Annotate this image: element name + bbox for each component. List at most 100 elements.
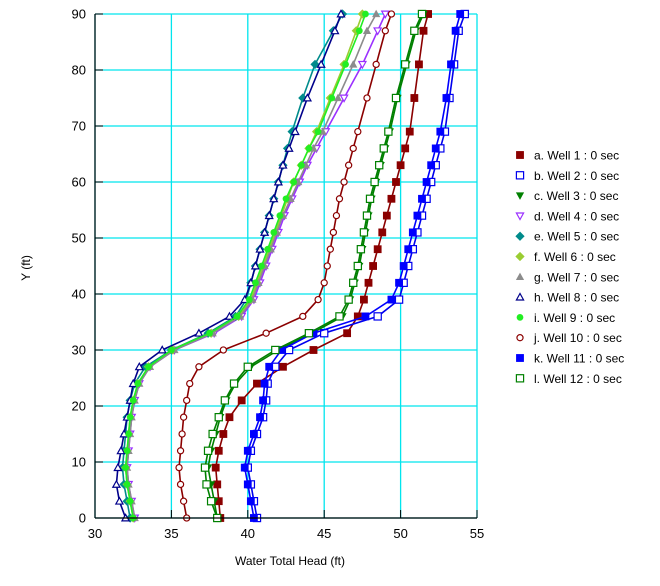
data-point bbox=[447, 60, 455, 69]
legend-label: c. Well 3 : 0 sec bbox=[534, 189, 618, 203]
data-point bbox=[399, 262, 408, 270]
legend-label: i. Well 9 : 0 sec bbox=[534, 311, 615, 325]
series-3 bbox=[203, 10, 428, 523]
data-point bbox=[224, 311, 235, 320]
data-point bbox=[309, 346, 318, 354]
legend-marker bbox=[515, 212, 525, 221]
legend-marker bbox=[516, 334, 524, 342]
data-point bbox=[219, 346, 228, 354]
data-point bbox=[259, 227, 270, 236]
legend-label: j. Well 10 : 0 sec bbox=[533, 331, 622, 345]
data-point bbox=[373, 27, 383, 36]
data-point bbox=[349, 144, 357, 153]
legend-item: g. Well 7 : 0 sec bbox=[515, 270, 619, 284]
data-point bbox=[114, 496, 125, 505]
data-point bbox=[365, 194, 375, 203]
data-point bbox=[370, 177, 379, 187]
data-point bbox=[145, 363, 152, 371]
data-point bbox=[359, 228, 369, 237]
chart-series bbox=[111, 9, 469, 523]
data-point bbox=[126, 497, 134, 505]
data-point bbox=[178, 430, 186, 438]
data-point bbox=[357, 60, 368, 70]
data-point bbox=[220, 396, 230, 405]
data-point bbox=[290, 126, 300, 136]
x-tick-label: 35 bbox=[164, 526, 178, 541]
data-point bbox=[384, 127, 393, 136]
data-point bbox=[175, 463, 183, 472]
data-point bbox=[202, 480, 211, 489]
series-line bbox=[243, 13, 461, 519]
series-line bbox=[247, 13, 466, 519]
data-point bbox=[176, 480, 185, 489]
data-point bbox=[349, 60, 358, 68]
legend-marker bbox=[515, 272, 525, 280]
data-point bbox=[250, 430, 258, 438]
data-point bbox=[340, 178, 348, 186]
data-point bbox=[284, 143, 294, 152]
series-1 bbox=[211, 10, 433, 522]
data-point bbox=[372, 60, 380, 69]
data-point bbox=[116, 445, 126, 455]
legend-marker bbox=[516, 354, 524, 362]
data-point bbox=[451, 26, 460, 35]
x-tick-label: 55 bbox=[470, 526, 484, 541]
legend-marker bbox=[516, 314, 524, 321]
legend-label: l. Well 12 : 0 sec bbox=[534, 372, 622, 386]
data-point bbox=[255, 244, 265, 253]
data-point bbox=[214, 413, 223, 422]
x-tick-label: 45 bbox=[317, 526, 331, 541]
y-tick-label: 30 bbox=[72, 343, 86, 358]
data-point bbox=[264, 245, 272, 253]
y-tick-label: 70 bbox=[72, 119, 86, 134]
data-point bbox=[329, 228, 338, 237]
data-point bbox=[339, 94, 349, 103]
chart-legend: a. Well 1 : 0 sec b. Well 2 : 0 sec c. Wel… bbox=[515, 149, 624, 386]
data-point bbox=[176, 447, 185, 455]
x-tick-label: 30 bbox=[88, 526, 102, 541]
legend-marker bbox=[515, 292, 525, 301]
data-point bbox=[333, 93, 343, 102]
y-tick-label: 60 bbox=[72, 175, 86, 190]
data-point bbox=[396, 161, 405, 170]
y-tick-label: 50 bbox=[72, 231, 86, 246]
data-point bbox=[195, 363, 203, 371]
legend-item: j. Well 10 : 0 sec bbox=[516, 331, 622, 345]
data-point bbox=[380, 10, 390, 19]
data-point bbox=[233, 313, 241, 320]
data-point bbox=[373, 245, 382, 254]
data-point bbox=[282, 195, 290, 203]
data-point bbox=[335, 195, 344, 203]
data-point bbox=[243, 446, 252, 455]
data-point bbox=[276, 212, 284, 219]
data-point bbox=[271, 345, 280, 355]
data-point bbox=[122, 464, 129, 471]
legend-item: a. Well 1 : 0 sec bbox=[516, 149, 619, 163]
legend-item: d. Well 4 : 0 sec bbox=[515, 209, 619, 223]
legend-item: e. Well 5 : 0 sec bbox=[515, 230, 619, 244]
series-line bbox=[121, 13, 344, 519]
data-point bbox=[111, 479, 122, 488]
series-8 bbox=[111, 9, 346, 522]
data-point bbox=[270, 229, 278, 236]
legend-item: k. Well 11 : 0 sec bbox=[516, 352, 624, 366]
data-point bbox=[381, 27, 389, 35]
legend-item: l. Well 12 : 0 sec bbox=[515, 372, 622, 386]
data-point bbox=[392, 178, 400, 186]
y-tick-label: 20 bbox=[72, 399, 86, 414]
data-point bbox=[310, 59, 320, 70]
y-tick-label: 80 bbox=[72, 63, 86, 78]
data-point bbox=[355, 27, 363, 35]
legend-label: b. Well 2 : 0 sec bbox=[534, 169, 619, 183]
data-point bbox=[125, 430, 132, 438]
data-point bbox=[456, 10, 465, 18]
data-point bbox=[243, 362, 252, 372]
series-line bbox=[214, 13, 429, 519]
series-12 bbox=[200, 9, 427, 523]
data-point bbox=[252, 279, 259, 287]
legend-label: g. Well 7 : 0 sec bbox=[534, 270, 619, 284]
legend-item: b. Well 2 : 0 sec bbox=[515, 169, 619, 183]
legend-marker bbox=[515, 171, 525, 180]
series-line bbox=[115, 13, 342, 519]
y-tick-label: 40 bbox=[72, 287, 86, 302]
